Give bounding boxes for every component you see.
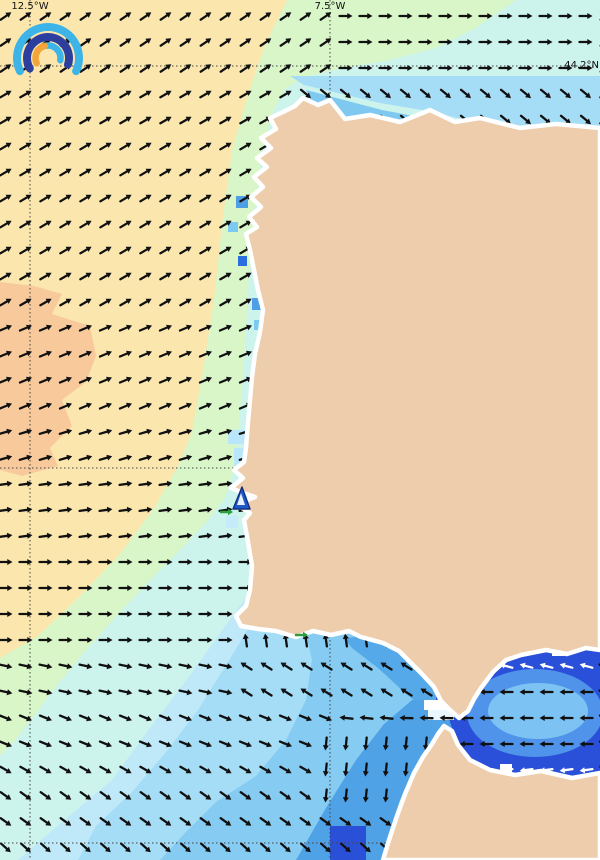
spot-marker-lisbon[interactable] [232,486,251,510]
spot-marker-arrow[interactable] [294,631,308,639]
spot-marker-arrow[interactable] [219,508,233,516]
logo-arc [32,42,49,67]
land-north-africa [380,723,600,860]
region-alboran-core [488,683,588,739]
logo-arc [13,23,83,76]
site-logo[interactable] [13,23,83,76]
landmass [228,95,600,860]
logo-arc [23,33,73,73]
land-iberia [228,95,600,721]
region-swell-deep-south [296,700,460,860]
